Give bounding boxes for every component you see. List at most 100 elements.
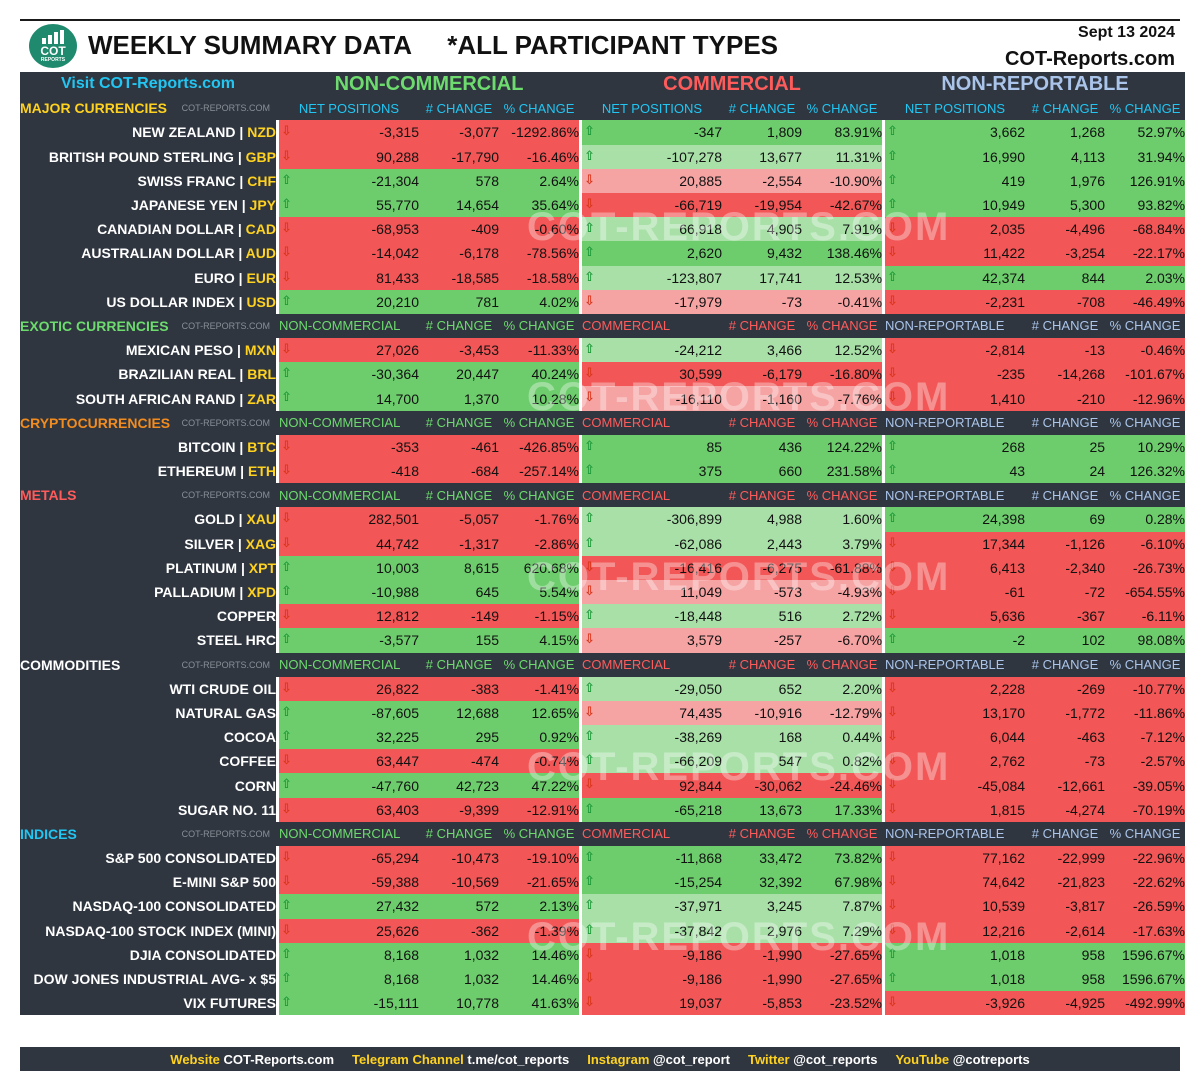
instrument-label: SWISS FRANC: [137, 172, 236, 189]
name-divider: |: [235, 366, 248, 383]
value-text: -6,178: [459, 245, 499, 262]
percent-change-value: -6.70%: [802, 628, 883, 653]
column-header: NET POSITIONS: [582, 96, 723, 121]
arrow-up-icon: ⇧: [887, 147, 898, 163]
table-row: ETHEREUM | ETH ⇩ -418 -684 -257.14% ⇧ 375 660 23…: [20, 459, 1186, 484]
instrument-name: US DOLLAR INDEX | USD: [20, 289, 276, 314]
number-change-value: 4,988: [722, 507, 803, 532]
value-text: -38,269: [674, 729, 723, 746]
column-separator: [276, 700, 279, 726]
footer-link[interactable]: Instagram @cot_report: [587, 1052, 730, 1067]
arrow-up-icon: ⇧: [584, 728, 595, 744]
value-text: -269: [1076, 680, 1106, 697]
instrument-code: USD: [246, 293, 276, 310]
value-text: 958: [1081, 971, 1106, 988]
value-text: -16,110: [675, 390, 723, 407]
number-change-value: -1,772: [1025, 700, 1106, 726]
value-text: 1,815: [989, 801, 1026, 818]
column-header: # CHANGE: [419, 821, 499, 846]
number-change-value: 12,688: [419, 700, 499, 726]
table-row: STEEL HRC ⇧ -3,577 155 4.15% ⇩ 3,579 -257 -6.70%…: [20, 628, 1186, 653]
column-separator: [579, 579, 583, 605]
column-separator: [579, 434, 583, 459]
table-row: AUSTRALIAN DOLLAR | AUD ⇩ -14,042 -6,178 -78…: [20, 241, 1186, 266]
number-change-value: 1,370: [419, 386, 499, 411]
arrow-up-icon: ⇧: [887, 945, 898, 961]
column-separator: [579, 386, 583, 411]
column-header: # CHANGE: [722, 96, 803, 121]
value-text: -61.88%: [829, 559, 883, 576]
instrument-label: JAPANESE YEN: [130, 197, 238, 214]
number-change-value: 578: [419, 168, 499, 193]
net-position-value: ⇧ 8,168: [279, 942, 419, 967]
net-position-value: ⇩ 2,035: [885, 217, 1026, 242]
column-header: # CHANGE: [419, 313, 499, 339]
arrow-down-icon: ⇩: [887, 800, 898, 816]
number-change-value: 24: [1025, 459, 1106, 484]
column-separator: [579, 338, 583, 363]
value-text: -149: [470, 608, 499, 625]
column-separator: [579, 966, 583, 992]
column-header: # CHANGE: [722, 821, 803, 846]
instrument-name: CORN: [20, 773, 276, 798]
column-separator: [276, 991, 279, 1016]
value-text: -14,042: [371, 245, 419, 262]
value-text: -21,304: [371, 172, 419, 189]
table-row: COPPER ⇩ 12,812 -149 -1.15% ⇧ -18,448 516 2.72% ⇩…: [20, 604, 1186, 629]
value-text: -1,990: [762, 946, 803, 963]
number-change-value: -5,057: [419, 507, 499, 532]
column-separator: [276, 579, 279, 605]
value-text: -21,823: [1057, 874, 1106, 891]
value-text: -2: [1012, 632, 1026, 649]
value-text: 74,435: [679, 704, 723, 721]
footer-link-label: YouTube: [895, 1051, 953, 1067]
value-text: -383: [470, 680, 499, 697]
column-separator: [579, 821, 583, 846]
arrow-up-icon: ⇧: [584, 510, 595, 526]
percent-change-value: 0.28%: [1105, 507, 1186, 532]
value-text: -10,916: [754, 704, 803, 721]
net-position-value: ⇧ 8,168: [279, 966, 419, 992]
arrow-up-icon: ⇧: [281, 945, 292, 961]
footer-link[interactable]: Website COT-Reports.com: [170, 1052, 334, 1067]
value-text: 73.82%: [834, 850, 883, 867]
column-header: # CHANGE: [419, 96, 499, 121]
percent-change-value: -10.77%: [1105, 676, 1186, 701]
net-position-value: ⇧ 1,018: [885, 942, 1026, 967]
column-separator: [276, 652, 279, 677]
footer-link[interactable]: Twitter @cot_reports: [748, 1052, 877, 1067]
value-text: -17,790: [451, 148, 499, 165]
arrow-down-icon: ⇩: [281, 873, 292, 889]
column-separator: [579, 652, 583, 677]
number-change-value: 1,032: [419, 942, 499, 967]
percent-change-value: -2.57%: [1105, 749, 1186, 774]
value-text: -362: [470, 922, 499, 939]
top-divider: [20, 19, 1180, 21]
footer-link[interactable]: Telegram Channel t.me/cot_reports: [352, 1052, 569, 1067]
column-separator: [579, 96, 583, 121]
name-divider: |: [233, 342, 245, 359]
instrument-label: US DOLLAR INDEX: [106, 293, 235, 310]
net-position-value: ⇩ 63,403: [279, 797, 419, 822]
visit-link[interactable]: Visit COT-Reports.com: [20, 72, 276, 97]
footer-link-label: Telegram Channel: [352, 1051, 468, 1067]
number-change-value: -21,823: [1025, 870, 1106, 895]
value-text: -3,926: [985, 995, 1026, 1012]
value-text: -5,057: [459, 511, 499, 528]
value-text: -461: [470, 438, 499, 455]
instrument-label: DJIA CONSOLIDATED: [129, 946, 276, 963]
number-change-value: -474: [419, 749, 499, 774]
column-separator: [882, 531, 886, 556]
value-text: 2.64%: [539, 172, 580, 189]
column-header: % CHANGE: [802, 821, 883, 846]
percent-change-value: -12.79%: [802, 700, 883, 726]
number-change-value: -2,554: [722, 168, 803, 193]
footer-link[interactable]: YouTube @cotreports: [895, 1052, 1029, 1067]
column-separator: [276, 821, 279, 846]
arrow-down-icon: ⇩: [887, 728, 898, 744]
net-position-value: ⇩ 17,344: [885, 531, 1026, 556]
table-row: PLATINUM | XPT ⇧ 10,003 8,615 620.68% ⇩ -16,41…: [20, 555, 1186, 580]
value-text: 4.15%: [539, 632, 580, 649]
percent-change-value: -1.76%: [499, 507, 580, 532]
percent-change-value: 7.87%: [802, 894, 883, 919]
